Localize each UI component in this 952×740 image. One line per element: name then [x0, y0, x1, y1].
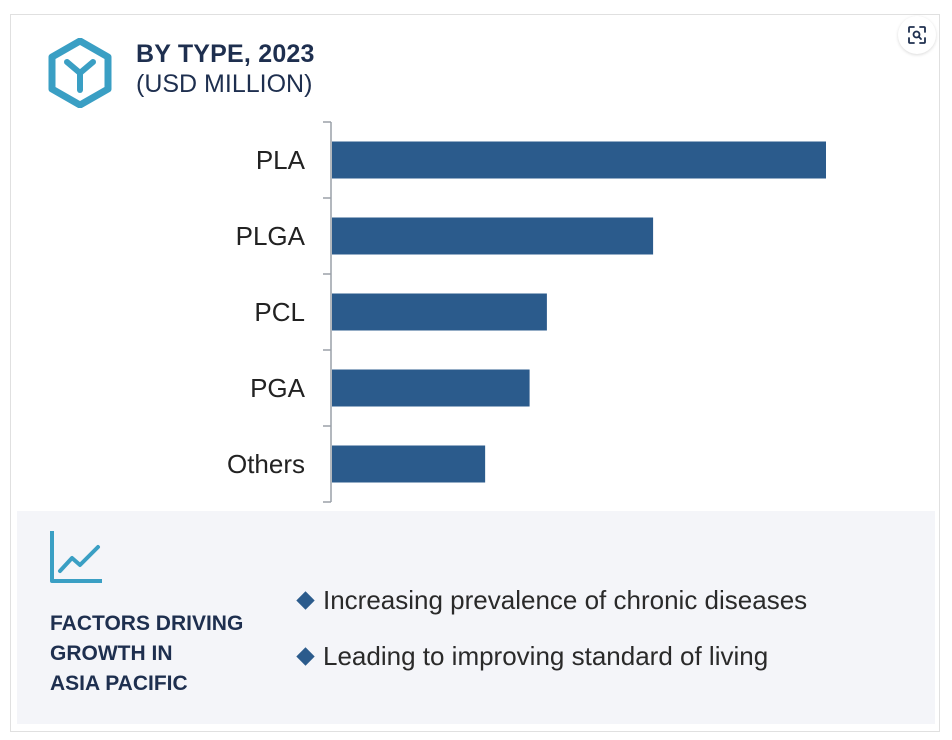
hexagon-y-logo-icon: [48, 38, 112, 108]
category-label: PCL: [254, 297, 305, 327]
category-label: PLGA: [236, 221, 306, 251]
zoom-button[interactable]: [898, 16, 936, 54]
chart-title: BY TYPE, 2023: [136, 40, 315, 68]
factor-text: Increasing prevalence of chronic disease…: [323, 585, 808, 615]
factors-title: FACTORS DRIVING GROWTH IN ASIA PACIFIC: [50, 609, 243, 699]
bar-chart: PLA PLGA PCL PGA Others: [227, 121, 826, 503]
category-label: Others: [227, 449, 305, 479]
factors-title-line: FACTORS DRIVING: [50, 612, 244, 635]
bar-plga: [332, 217, 654, 255]
bar-pcl: [332, 293, 547, 331]
diamond-bullet-icon: [296, 591, 315, 610]
trend-chart-icon: [50, 531, 102, 583]
category-label: PLA: [256, 145, 306, 175]
bar-pga: [332, 369, 530, 407]
diamond-bullet-icon: [296, 647, 315, 666]
category-label: PGA: [250, 373, 306, 403]
chart-subtitle: (USD MILLION): [136, 70, 313, 98]
factors-title-line: ASIA PACIFIC: [50, 672, 188, 695]
bar-pla: [332, 141, 826, 179]
zoom-icon: [908, 26, 926, 44]
bar-others: [332, 445, 486, 483]
factor-text: Leading to improving standard of living: [323, 641, 769, 671]
factors-title-line: GROWTH IN: [50, 642, 173, 665]
factors-panel: FACTORS DRIVING GROWTH IN ASIA PACIFIC I…: [17, 511, 935, 724]
